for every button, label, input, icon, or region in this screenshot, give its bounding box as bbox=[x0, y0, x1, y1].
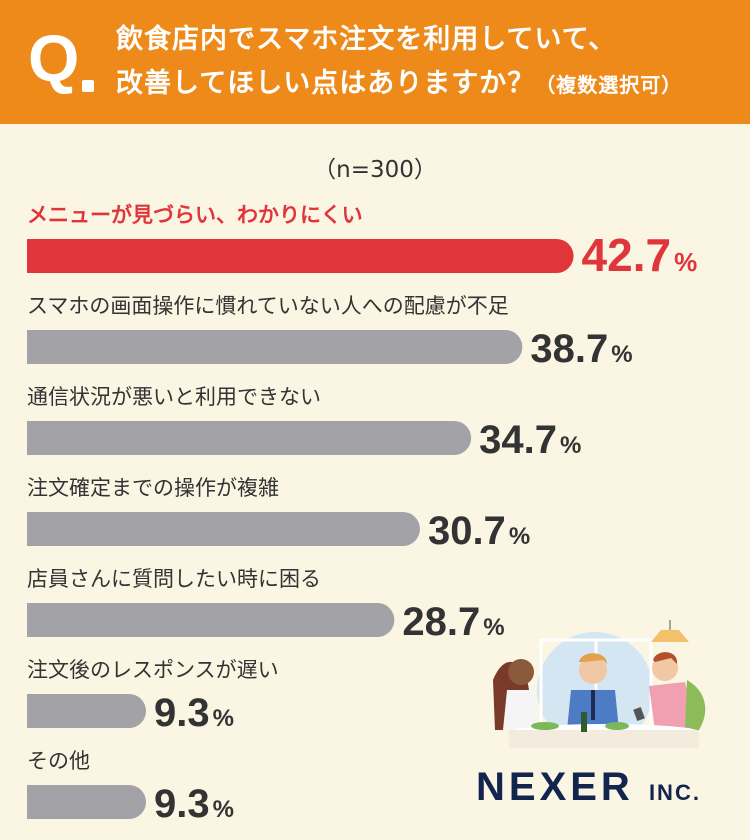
question-line-2-main: 改善してほしい点はありますか？ bbox=[116, 68, 536, 99]
value-label: 42.7% bbox=[582, 229, 698, 281]
restaurant-illustration bbox=[493, 620, 706, 748]
category-label: 店員さんに質問したい時に困る bbox=[27, 567, 321, 591]
category-label: メニューが見づらい、わかりにくい bbox=[27, 203, 363, 227]
value-label: 38.7% bbox=[530, 327, 632, 371]
value-label: 30.7% bbox=[428, 509, 530, 553]
value-number: 9.3 bbox=[154, 691, 210, 735]
question-line-1: 飲食店内でスマホ注文を利用していて、 bbox=[116, 24, 617, 55]
value-unit: % bbox=[611, 341, 632, 368]
value-label: 9.3% bbox=[154, 691, 234, 735]
value-unit: % bbox=[213, 705, 234, 732]
brand-name: NEXER bbox=[476, 765, 634, 809]
q-letter: Q bbox=[28, 21, 80, 95]
category-label: その他 bbox=[27, 749, 90, 773]
value-label: 9.3% bbox=[154, 782, 234, 826]
bar-left-edge bbox=[27, 239, 61, 273]
value-number: 34.7 bbox=[479, 418, 557, 462]
bar-left-edge bbox=[27, 512, 61, 546]
question-text: 飲食店内でスマホ注文を利用していて、 改善してほしい点はありますか？（複数選択可… bbox=[116, 18, 736, 107]
sample-size: （n=300） bbox=[313, 157, 437, 183]
value-number: 9.3 bbox=[154, 782, 210, 826]
bar bbox=[27, 512, 420, 546]
category-label: 通信状況が悪いと利用できない bbox=[27, 385, 321, 409]
question-line-2: 改善してほしい点はありますか？（複数選択可） bbox=[116, 62, 736, 107]
value-number: 42.7 bbox=[582, 229, 672, 281]
bar bbox=[27, 421, 472, 455]
value-unit: % bbox=[674, 247, 697, 277]
value-number: 38.7 bbox=[530, 327, 608, 371]
q-dot bbox=[82, 80, 94, 92]
bar-left-edge bbox=[27, 421, 61, 455]
question-line-2-sub: （複数選択可） bbox=[535, 73, 683, 97]
bar-left-edge bbox=[27, 330, 61, 364]
bar bbox=[27, 239, 574, 273]
bar-left-edge bbox=[27, 785, 61, 819]
value-unit: % bbox=[560, 432, 581, 459]
category-label: 注文確定までの操作が複雑 bbox=[27, 476, 279, 500]
category-label: 注文後のレスポンスが遅い bbox=[27, 658, 279, 682]
nexer-logo: NEXER INC. bbox=[476, 765, 701, 810]
value-number: 30.7 bbox=[428, 509, 506, 553]
bar-left-edge bbox=[27, 603, 61, 637]
value-unit: % bbox=[483, 614, 504, 641]
value-unit: % bbox=[509, 523, 530, 550]
brand-suffix: INC. bbox=[648, 780, 701, 805]
bar-left-edge bbox=[27, 694, 61, 728]
question-header: Q 飲食店内でスマホ注文を利用していて、 改善してほしい点はありますか？（複数選… bbox=[0, 0, 750, 124]
value-label: 28.7% bbox=[402, 600, 504, 644]
bar bbox=[27, 330, 523, 364]
value-unit: % bbox=[213, 796, 234, 823]
bar bbox=[27, 603, 395, 637]
value-label: 34.7% bbox=[479, 418, 581, 462]
category-label: スマホの画面操作に慣れていない人への配慮が不足 bbox=[27, 294, 509, 318]
value-number: 28.7 bbox=[402, 600, 480, 644]
